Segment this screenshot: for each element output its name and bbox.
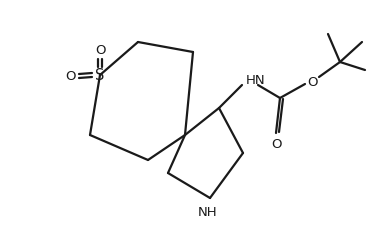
Text: O: O	[272, 139, 282, 151]
Text: O: O	[307, 76, 317, 88]
Text: O: O	[95, 44, 105, 58]
Text: HN: HN	[246, 75, 266, 87]
Text: NH: NH	[198, 206, 218, 219]
Text: O: O	[65, 70, 75, 83]
Text: S: S	[95, 67, 105, 82]
